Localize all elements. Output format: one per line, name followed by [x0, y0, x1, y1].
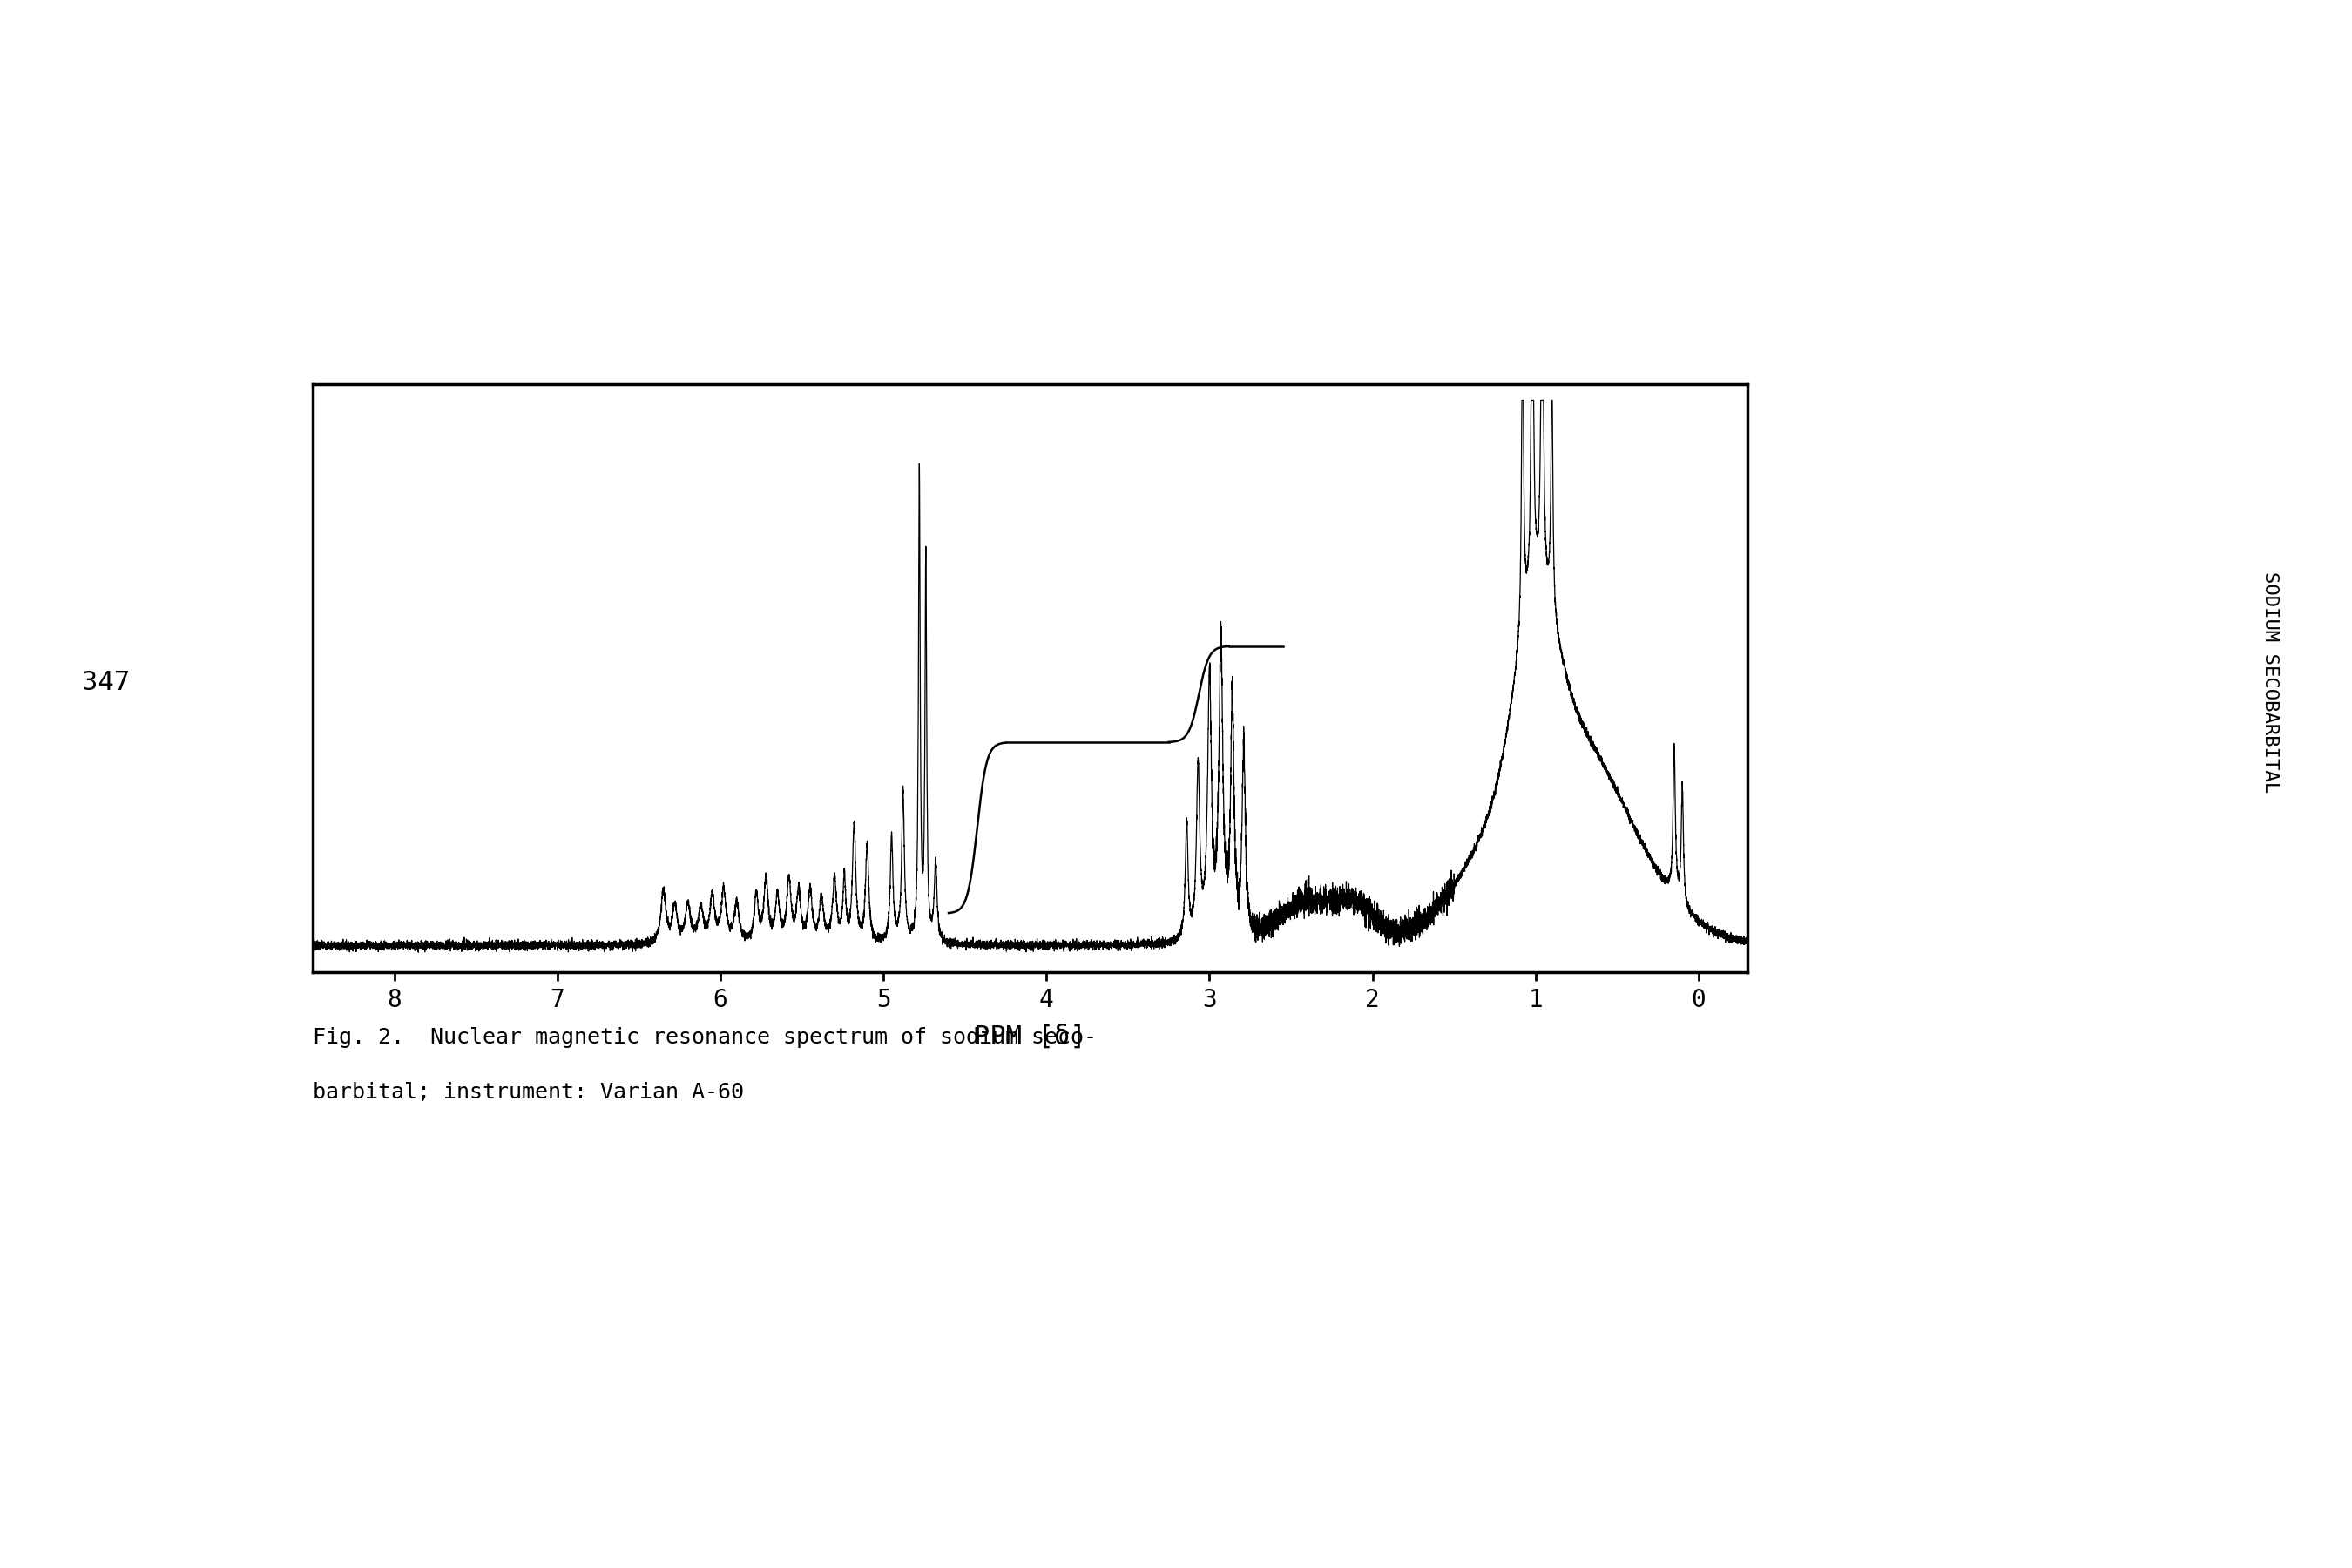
Text: SODIUM SECOBARBITAL: SODIUM SECOBARBITAL — [2260, 571, 2279, 793]
Text: Fig. 2.  Nuclear magnetic resonance spectrum of sodium seco-: Fig. 2. Nuclear magnetic resonance spect… — [313, 1027, 1096, 1047]
X-axis label: PPM [δ]: PPM [δ] — [974, 1024, 1087, 1049]
Text: 347: 347 — [82, 670, 129, 695]
Text: barbital; instrument: Varian A-60: barbital; instrument: Varian A-60 — [313, 1082, 743, 1102]
